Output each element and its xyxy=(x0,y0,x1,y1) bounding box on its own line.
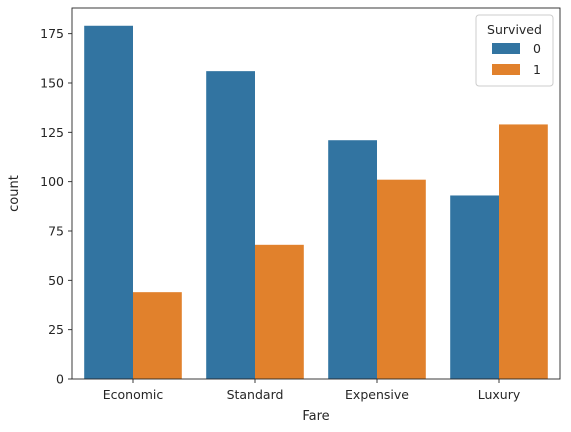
bar-expensive-survived-1 xyxy=(377,179,426,379)
legend-items: 01 xyxy=(492,41,541,77)
bars-layer xyxy=(84,25,548,380)
axes-layer: 0 25 50 75 100 125 150 175 Economic Standard Expen… xyxy=(40,7,561,402)
legend-swatch-0 xyxy=(492,43,520,54)
x-tick-label-luxury: Luxury xyxy=(478,387,521,402)
y-axis-label: count xyxy=(7,175,22,212)
bar-luxury-survived-1 xyxy=(499,124,548,380)
x-tick-label-standard: Standard xyxy=(227,387,284,402)
y-tick-label: 75 xyxy=(48,223,64,238)
x-tick-label-economic: Economic xyxy=(103,387,164,402)
plot-frame xyxy=(71,7,561,380)
y-tick-label: 100 xyxy=(40,174,64,189)
y-tick-label: 125 xyxy=(40,125,64,140)
bar-standard-survived-0 xyxy=(206,71,255,380)
legend-title: Survived xyxy=(487,22,542,37)
x-axis-label: Fare xyxy=(302,409,329,424)
legend-swatch-1 xyxy=(492,64,520,75)
y-tick-label: 0 xyxy=(56,372,64,387)
bar-expensive-survived-0 xyxy=(328,140,377,379)
bar-economic-survived-0 xyxy=(84,25,133,379)
y-tick-label: 50 xyxy=(48,273,64,288)
bar-economic-survived-1 xyxy=(133,292,182,379)
legend: Survived 01 xyxy=(475,14,554,87)
y-tick-label: 175 xyxy=(40,26,64,41)
x-tick-label-expensive: Expensive xyxy=(345,387,409,402)
legend-label-1: 1 xyxy=(533,62,541,77)
bar-luxury-survived-0 xyxy=(450,195,499,379)
bar-standard-survived-1 xyxy=(255,244,304,379)
y-tick-label: 150 xyxy=(40,75,64,90)
legend-label-0: 0 xyxy=(533,41,541,56)
y-tick-label: 25 xyxy=(48,322,64,337)
